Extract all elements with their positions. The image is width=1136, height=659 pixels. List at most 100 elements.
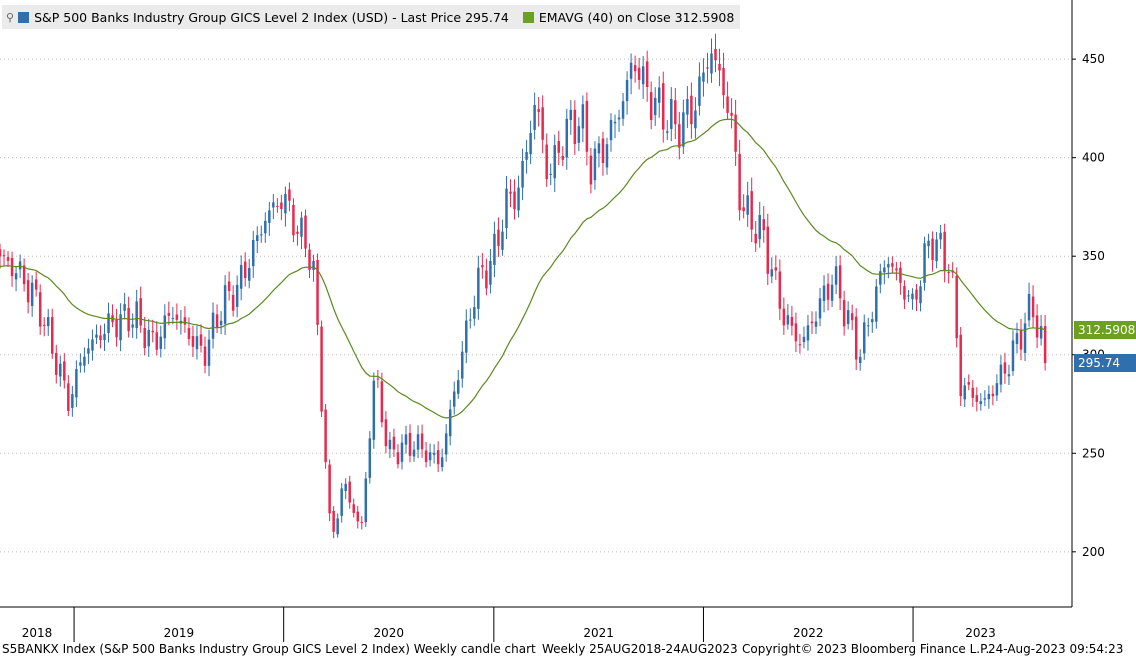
candle (947, 264, 950, 284)
candle (473, 295, 476, 326)
candle (649, 81, 653, 130)
candle (726, 81, 729, 120)
candle (734, 99, 737, 167)
candle (810, 311, 814, 335)
candle (227, 271, 231, 301)
candle (915, 284, 918, 312)
candle (171, 306, 175, 325)
candle (533, 92, 536, 140)
candle (0, 243, 2, 269)
candle (26, 272, 30, 314)
candle (943, 223, 946, 283)
candle (565, 108, 569, 170)
candle (891, 256, 894, 273)
footer: S5BANKX Index (S&P 500 Banks Industry Gr… (0, 641, 1136, 659)
candle (123, 292, 126, 320)
candle (983, 390, 987, 407)
candle (207, 329, 211, 377)
candle (1027, 282, 1031, 327)
candle (420, 424, 424, 458)
candle (272, 194, 275, 220)
candle (754, 221, 757, 252)
candle (147, 318, 150, 357)
candle (99, 325, 102, 349)
candle (521, 148, 524, 201)
legend-series-price: S&P 500 Banks Industry Group GICS Level … (34, 9, 509, 25)
candles (0, 33, 1047, 539)
candle (1003, 352, 1007, 384)
candle (995, 374, 999, 401)
candle (509, 179, 512, 208)
x-year-label: 2022 (793, 626, 824, 640)
candle (1043, 314, 1047, 371)
candle (296, 225, 299, 246)
candle (573, 100, 577, 155)
candle (239, 255, 243, 301)
candle (392, 428, 396, 457)
candle (412, 441, 416, 462)
candle (778, 259, 782, 321)
candle (340, 483, 343, 523)
candle (183, 306, 187, 333)
candle (187, 317, 191, 346)
candle (862, 314, 866, 360)
candle (440, 448, 444, 472)
candle (955, 267, 958, 348)
candle (304, 209, 307, 258)
candle (589, 147, 593, 194)
x-year-label: 2021 (583, 626, 614, 640)
candle (714, 33, 717, 73)
candle (276, 198, 279, 213)
candle (935, 231, 938, 269)
candle (127, 296, 130, 338)
candle (368, 431, 372, 484)
candle (10, 251, 14, 287)
candle (706, 52, 709, 84)
candle (686, 86, 689, 129)
candle (830, 274, 834, 307)
candle (730, 98, 733, 129)
candle (400, 434, 404, 470)
candle (927, 233, 930, 259)
candle (698, 62, 701, 116)
candle (203, 336, 207, 374)
candle (593, 141, 597, 190)
candle (83, 347, 86, 373)
candle (553, 134, 556, 193)
legend: ⚲ S&P 500 Banks Industry Group GICS Leve… (2, 5, 741, 29)
candle (376, 369, 380, 388)
candle (352, 498, 355, 518)
candle (107, 302, 110, 343)
candle (1019, 318, 1023, 361)
candle (260, 225, 263, 243)
last-price-tag: 295.74 (1074, 354, 1136, 373)
candle (746, 181, 749, 227)
candle (907, 290, 910, 303)
candle (320, 320, 323, 418)
candle (798, 333, 802, 354)
candle (481, 253, 484, 279)
candle (119, 303, 122, 352)
candle (444, 424, 448, 462)
x-year-label: 2019 (164, 626, 195, 640)
candle (979, 393, 983, 411)
candle (678, 112, 681, 160)
candle (846, 301, 850, 330)
candle (818, 287, 822, 327)
candle (999, 355, 1003, 393)
candle (59, 355, 62, 387)
candle (1007, 364, 1011, 386)
candle (895, 262, 898, 281)
candle (613, 114, 617, 139)
candle (428, 443, 432, 467)
candle (264, 212, 267, 243)
candle (2, 249, 6, 266)
candle (356, 505, 360, 529)
candle (637, 57, 641, 90)
candle (380, 372, 384, 428)
candle (324, 404, 327, 469)
pin-icon[interactable]: ⚲ (6, 10, 15, 24)
candle (211, 302, 215, 349)
y-tick-label: 350 (1082, 249, 1105, 263)
candle (256, 226, 259, 254)
